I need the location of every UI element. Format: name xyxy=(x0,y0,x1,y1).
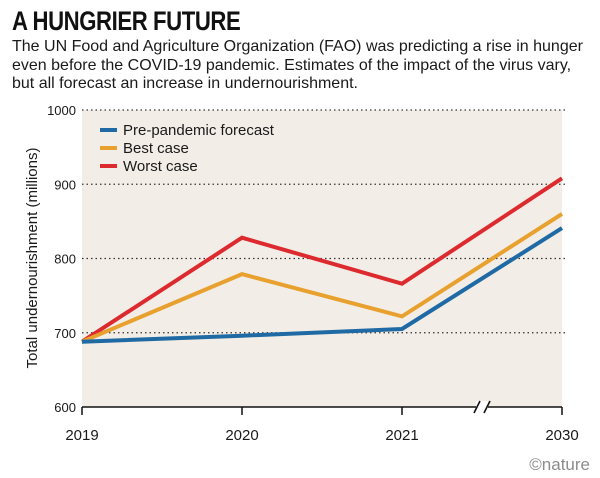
legend-label-best-case: Best case xyxy=(123,140,189,157)
subtitle: The UN Food and Agriculture Organization… xyxy=(12,38,583,92)
series-lines xyxy=(80,176,564,344)
y-tick-700: 700 xyxy=(54,326,76,341)
axis-break-mark-left xyxy=(473,400,481,414)
y-axis-label: Total undernourishment (millions) xyxy=(24,148,41,369)
y-tick-800: 800 xyxy=(54,252,76,267)
legend-label-pre-pandemic-forecast: Pre-pandemic forecast xyxy=(123,122,275,139)
headline: A HUNGRIER FUTURE xyxy=(12,6,241,36)
x-tick-2021: 2021 xyxy=(385,427,418,444)
series-line-best-case xyxy=(81,212,564,344)
x-axis: 2019 2020 2021 2030 xyxy=(65,400,579,444)
y-tick-labels: 600 700 800 900 1000 xyxy=(47,103,76,415)
y-tick-1000: 1000 xyxy=(47,103,76,118)
nature-credit: ©nature xyxy=(529,455,590,474)
y-tick-600: 600 xyxy=(54,400,76,415)
x-tick-2019: 2019 xyxy=(65,427,98,444)
legend-label-worst-case: Worst case xyxy=(123,158,198,175)
series-line-pre-pandemic-forecast xyxy=(81,226,564,344)
y-tick-900: 900 xyxy=(54,177,76,192)
x-tick-2030: 2030 xyxy=(545,427,578,444)
x-tick-2020: 2020 xyxy=(225,427,258,444)
gridlines xyxy=(82,109,568,334)
series-line-worst-case xyxy=(80,176,564,344)
axis-break-mark-right xyxy=(483,400,491,414)
